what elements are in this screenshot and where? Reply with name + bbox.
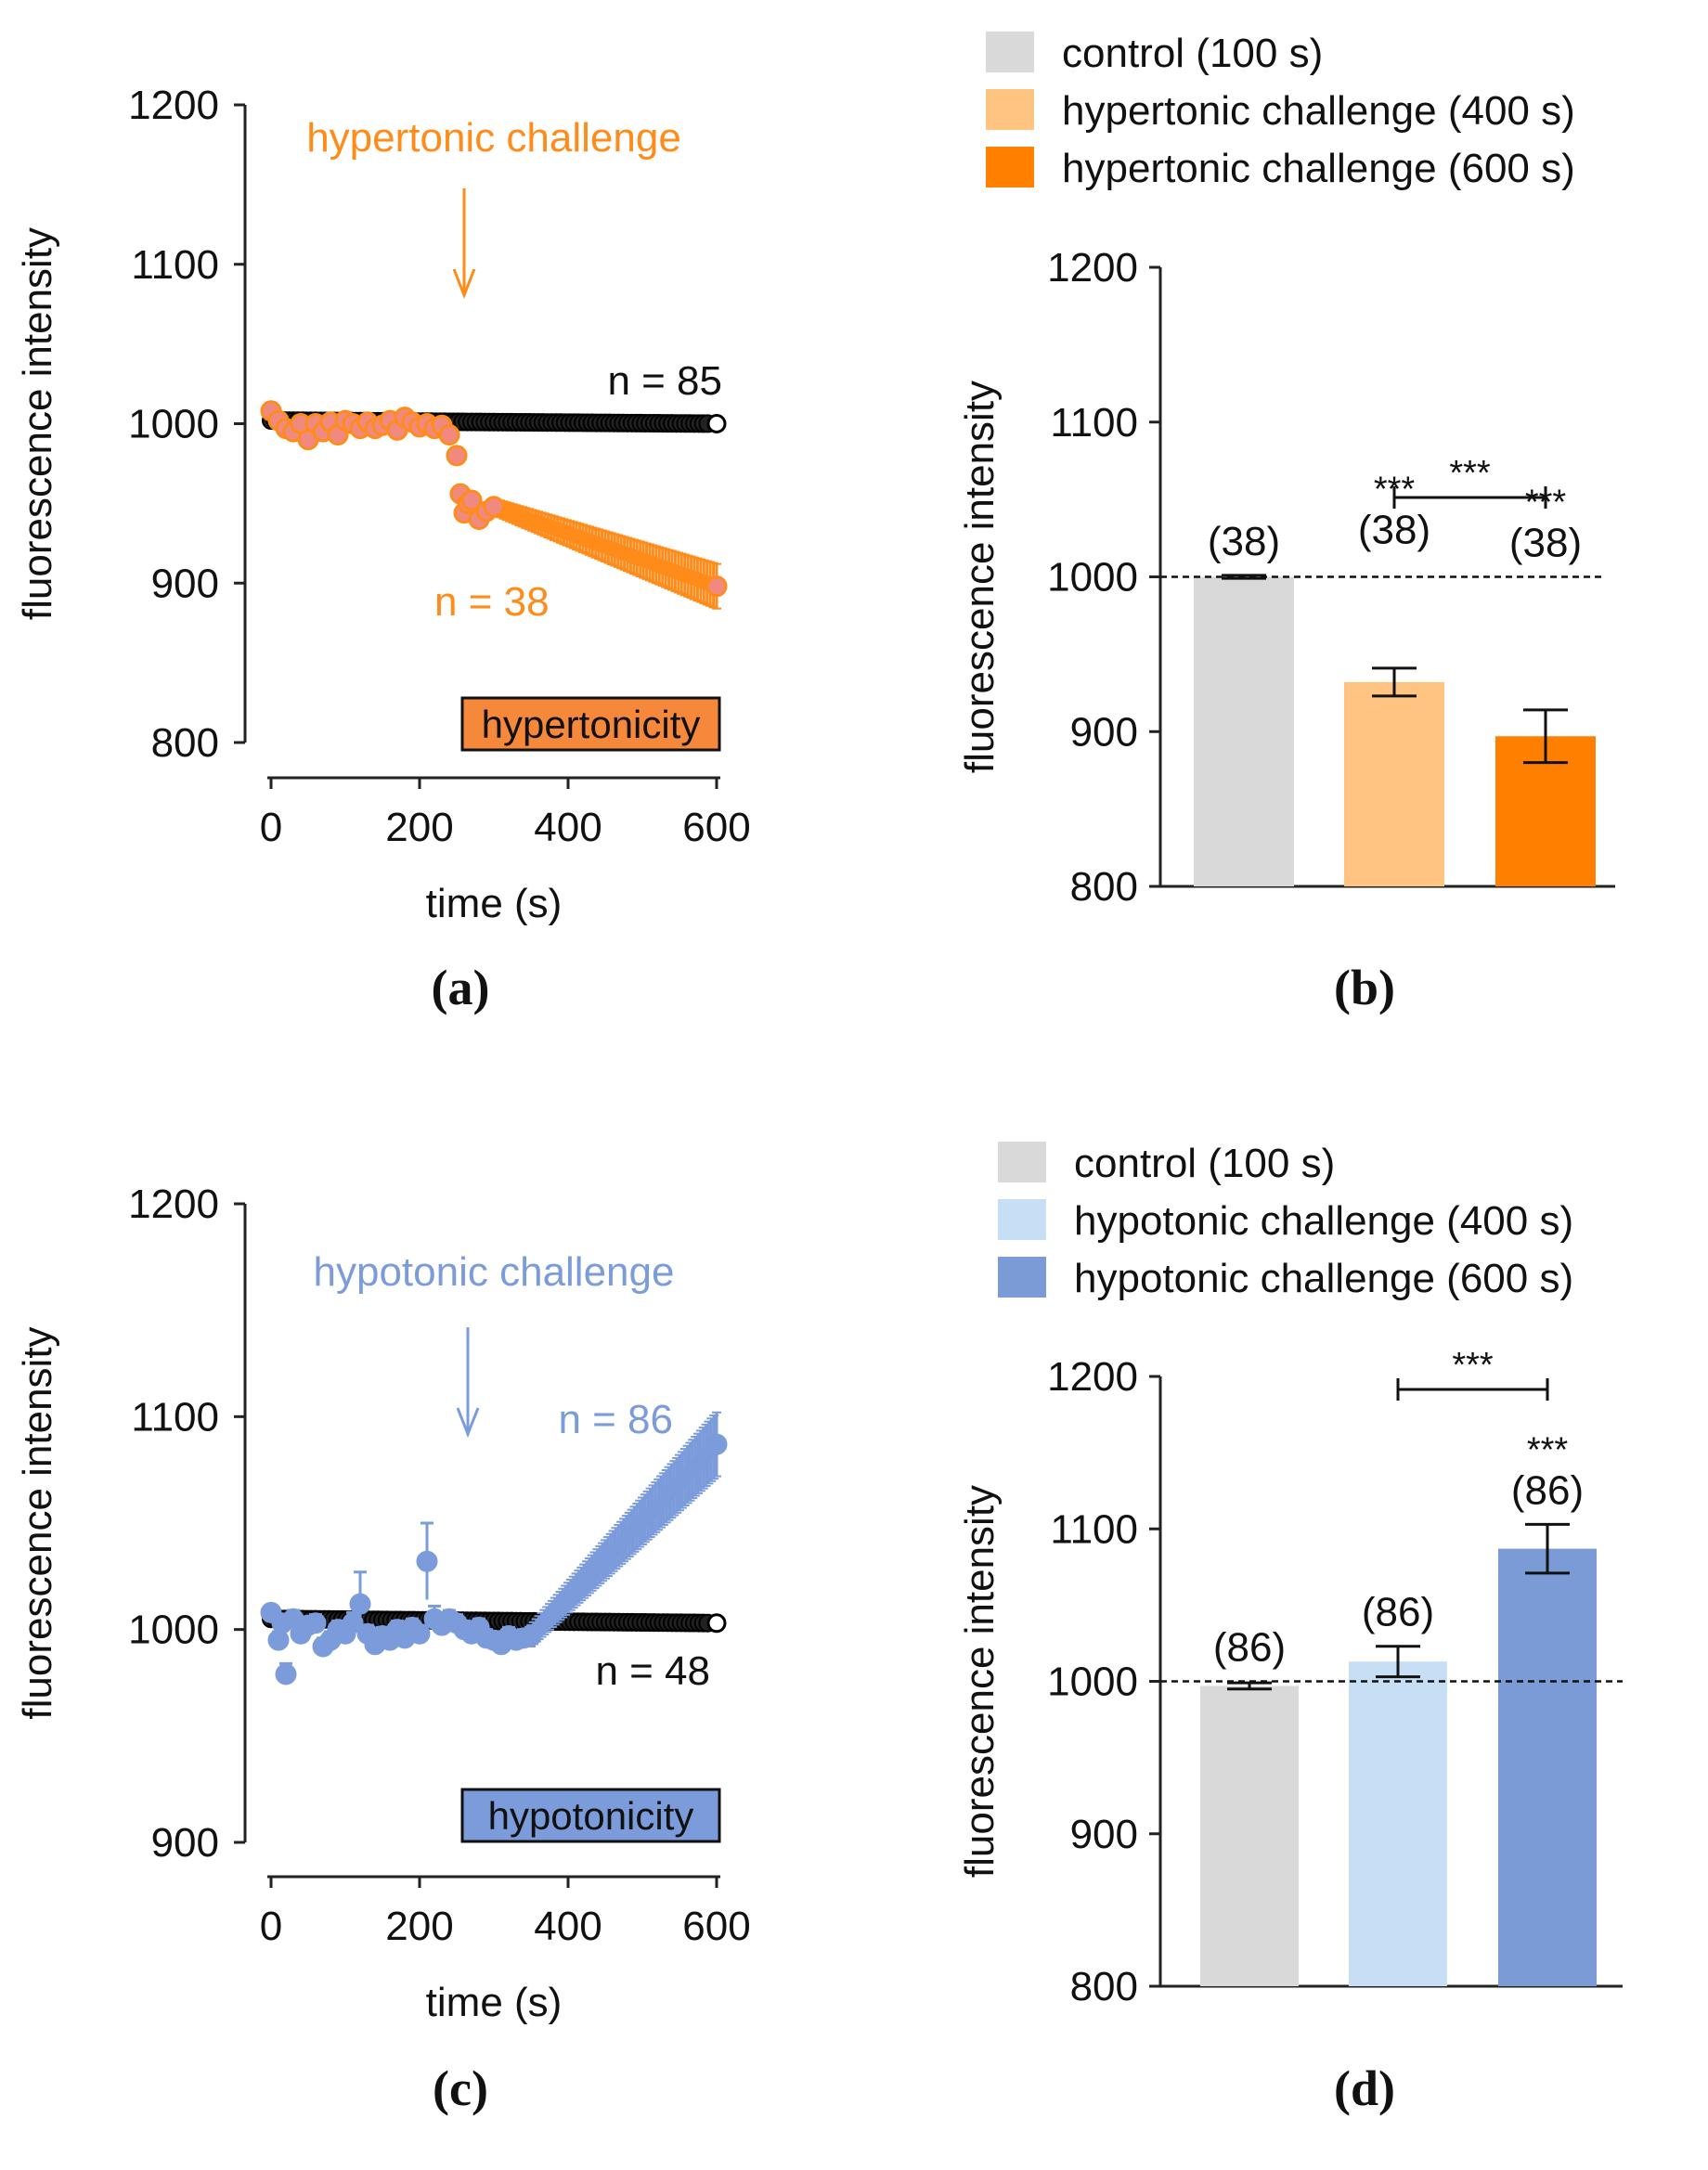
legend-swatch <box>986 147 1034 187</box>
challenge-annotation: hypertonic challenge <box>306 115 681 161</box>
data-point <box>460 489 483 511</box>
panel-label: (a) <box>432 960 490 1015</box>
y-tick-label: 1000 <box>1047 555 1138 601</box>
n-label: (86) <box>1511 1467 1584 1513</box>
y-axis-label: fluorescence intensity <box>957 381 1003 773</box>
data-point <box>416 1550 438 1572</box>
data-point <box>438 424 460 446</box>
y-tick-label: 900 <box>1070 1812 1138 1857</box>
x-tick-label: 600 <box>682 805 750 850</box>
panel-a: 800 900 1000 1100 1200 0 200 400 600 time (s) fluo… <box>15 83 751 1015</box>
x-tick-label: 400 <box>534 805 602 850</box>
data-point <box>342 1612 364 1634</box>
bar <box>1194 576 1294 886</box>
data-point-last <box>705 1433 728 1455</box>
legend-swatch <box>998 1142 1046 1182</box>
data-point <box>520 1625 542 1647</box>
control-point-last <box>706 1613 727 1634</box>
challenge-annotation: hypotonic challenge <box>314 1249 675 1295</box>
bar <box>1498 1548 1597 1986</box>
condition-badge <box>460 696 721 752</box>
treated-n-label: n = 38 <box>434 579 550 625</box>
legend-entry: hypertonic challenge (400 s) <box>1062 88 1575 134</box>
y-tick-label: 1100 <box>131 1394 219 1440</box>
control-point-last <box>706 414 727 433</box>
arrow-head-icon <box>452 268 476 300</box>
y-tick-label: 800 <box>1070 1964 1138 2009</box>
legend-entry: hypotonic challenge (400 s) <box>1074 1198 1573 1244</box>
data-point <box>304 1612 327 1634</box>
legend-swatch <box>986 89 1034 130</box>
panel-label: (c) <box>433 2060 488 2116</box>
panel-label: (b) <box>1334 960 1395 1015</box>
arrow-head-icon <box>456 1407 480 1439</box>
data-point <box>267 1629 290 1651</box>
y-tick-label: 1200 <box>1047 1354 1138 1400</box>
n-label: (38) <box>1358 508 1430 553</box>
condition-badge-label: hypertonicity <box>482 703 701 746</box>
bar <box>1344 681 1444 886</box>
x-tick-label: 200 <box>385 1904 453 1949</box>
y-tick-label: 1100 <box>131 242 219 288</box>
y-tick-label: 1000 <box>128 1608 219 1653</box>
panel-c: 900 1000 1100 1200 0 200 400 600 time (s) fluores… <box>15 1182 751 2116</box>
x-tick-label: 0 <box>260 1904 282 1949</box>
data-point <box>446 445 468 467</box>
y-tick-label: 1100 <box>1050 400 1138 446</box>
bracket-significance: *** <box>1452 1346 1494 1385</box>
panel-label: (d) <box>1334 2060 1395 2116</box>
y-tick-label: 800 <box>1070 864 1138 910</box>
y-tick-label: 1200 <box>128 1182 219 1227</box>
x-axis-label: time (s) <box>426 881 563 926</box>
n-label: (86) <box>1362 1590 1434 1635</box>
control-n-label: n = 48 <box>595 1648 710 1694</box>
data-point <box>408 1622 431 1645</box>
treated-series <box>260 400 728 610</box>
y-axis-label: fluorescence intensity <box>15 227 60 620</box>
y-tick-label: 900 <box>1070 709 1138 755</box>
y-tick-label: 1000 <box>1047 1660 1138 1705</box>
legend-swatch <box>998 1199 1046 1240</box>
y-axis-label: fluorescence intensity <box>957 1485 1003 1878</box>
treated-series <box>260 1411 728 1686</box>
y-tick-label: 900 <box>151 1820 219 1866</box>
y-tick-label: 1200 <box>128 83 219 128</box>
y-tick-label: 800 <box>151 720 219 766</box>
condition-badge-label: hypotonicity <box>488 1794 694 1838</box>
data-point-last <box>705 575 728 598</box>
n-label: (86) <box>1213 1625 1286 1671</box>
control-n-label: n = 85 <box>607 358 722 404</box>
bar <box>1349 1661 1447 1986</box>
data-point <box>349 1593 371 1615</box>
data-point <box>275 1663 297 1686</box>
x-tick-label: 600 <box>682 1904 750 1949</box>
significance-marker: *** <box>1527 1430 1569 1469</box>
legend-swatch <box>998 1257 1046 1298</box>
legend-swatch <box>986 32 1034 72</box>
panel-b: control (100 s) hypertonic challenge (400… <box>957 31 1615 1015</box>
x-tick-label: 200 <box>385 805 453 850</box>
legend-entry: control (100 s) <box>1062 31 1323 76</box>
legend-entry: hypertonic challenge (600 s) <box>1062 146 1575 191</box>
n-label: (38) <box>1509 521 1582 566</box>
panel-d: control (100 s) hypotonic challenge (400 … <box>957 1141 1623 2116</box>
x-tick-label: 0 <box>260 805 282 850</box>
n-label: (38) <box>1208 519 1280 564</box>
y-tick-label: 900 <box>151 561 219 606</box>
y-tick-label: 1000 <box>128 402 219 447</box>
x-axis-label: time (s) <box>426 1980 563 2025</box>
y-tick-label: 1200 <box>1047 245 1138 291</box>
y-axis-label: fluorescence intensity <box>15 1326 60 1719</box>
bar <box>1200 1686 1299 1986</box>
legend-entry: hypotonic challenge (600 s) <box>1074 1256 1573 1301</box>
y-tick-label: 1100 <box>1050 1506 1138 1552</box>
data-point <box>483 496 505 518</box>
x-tick-label: 400 <box>534 1904 602 1949</box>
bracket-significance: *** <box>1449 454 1491 493</box>
condition-badge <box>460 1788 721 1843</box>
legend-entry: control (100 s) <box>1074 1141 1335 1186</box>
treated-n-label: n = 86 <box>558 1397 673 1442</box>
